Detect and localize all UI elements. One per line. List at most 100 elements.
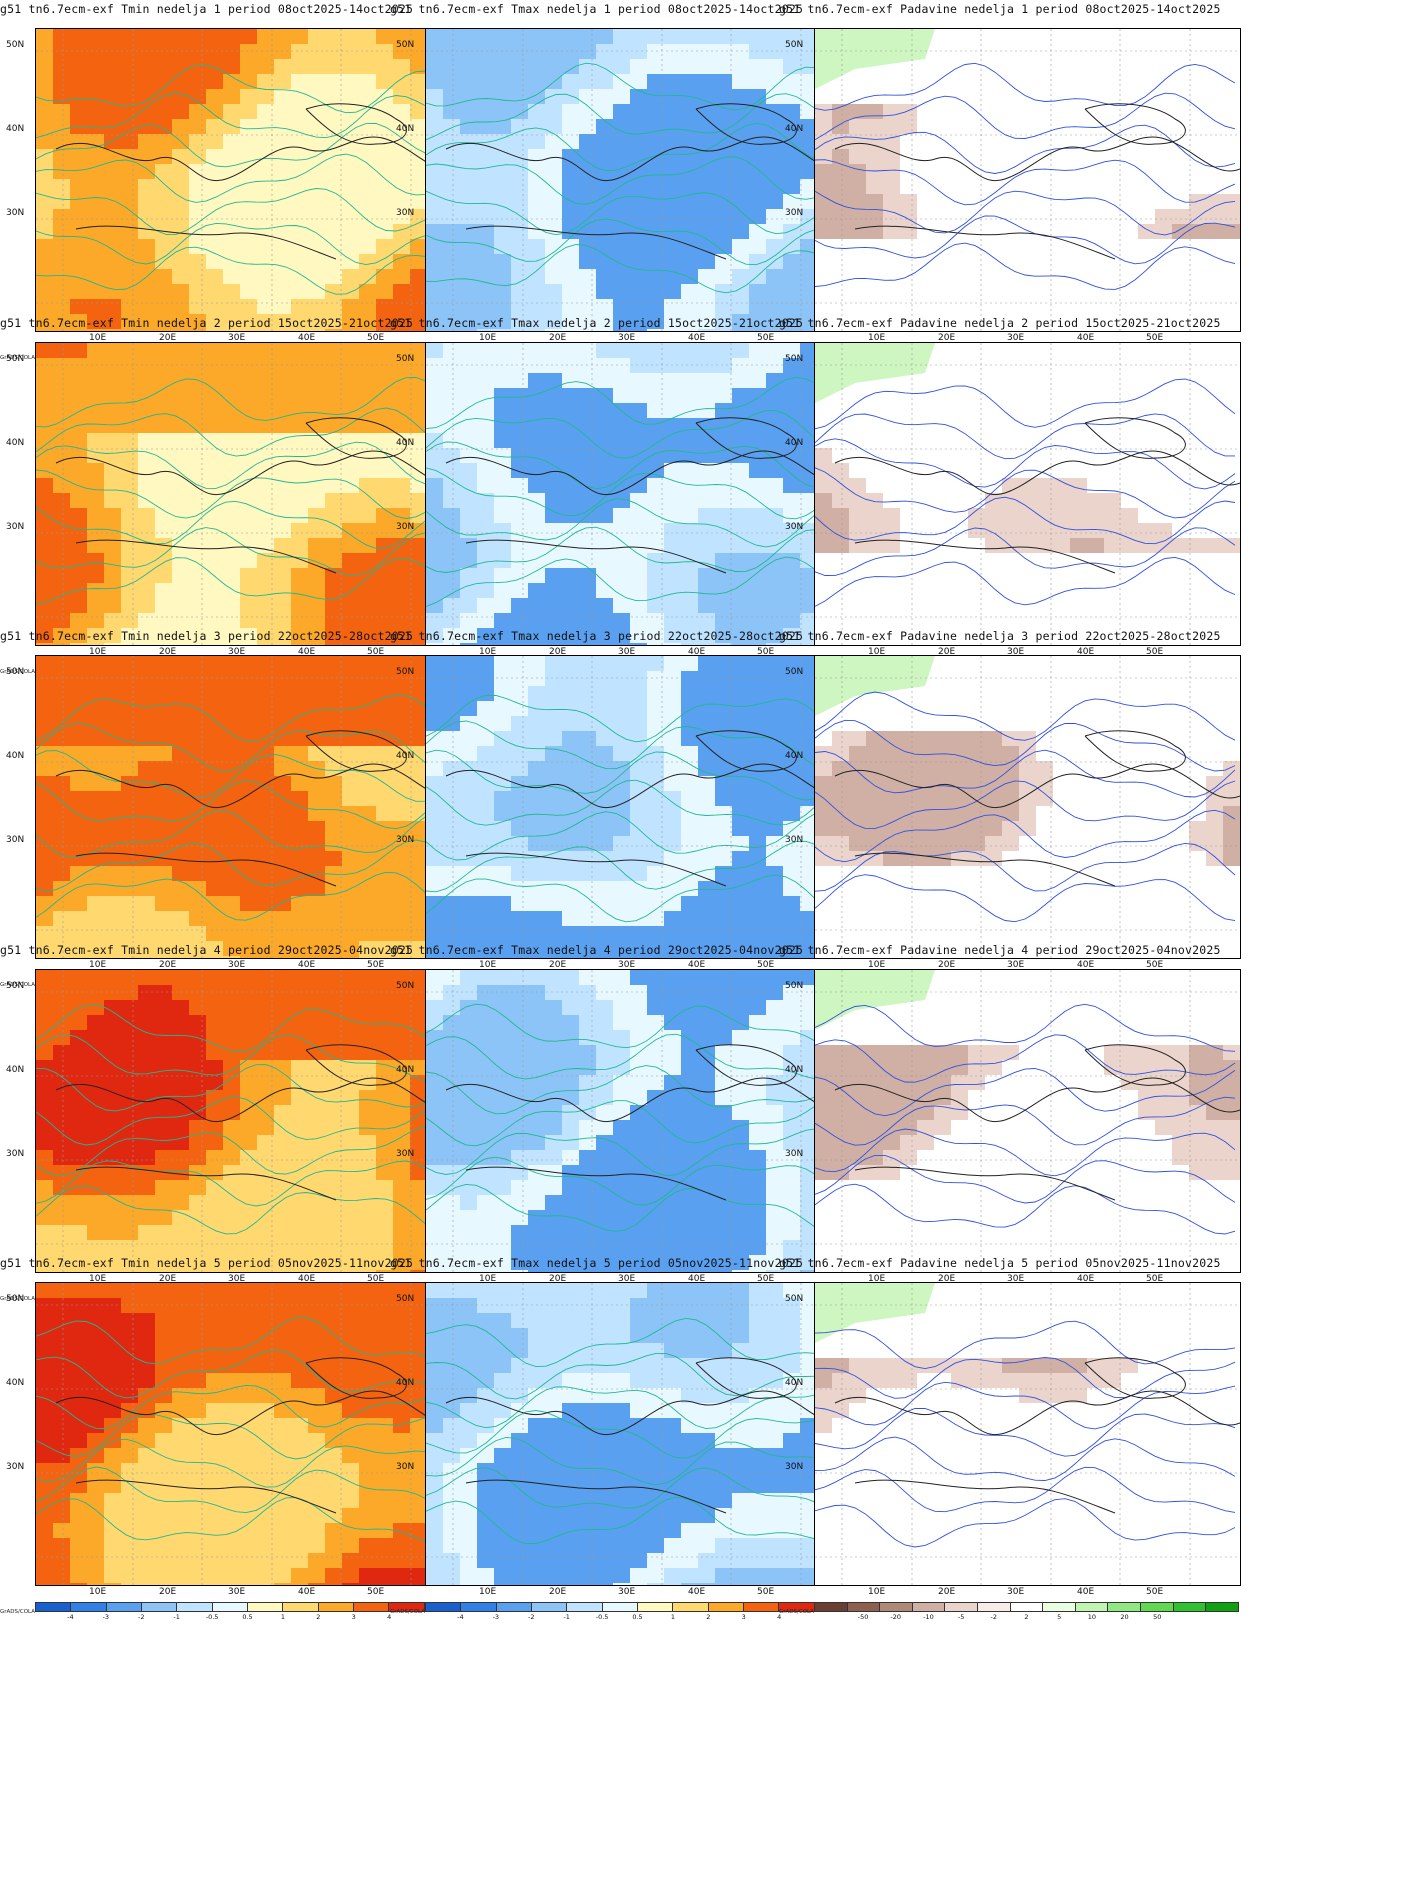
lon-label: 50E bbox=[1146, 647, 1164, 657]
colorbar-tick-label: 4 bbox=[777, 1613, 782, 1621]
lon-label: 20E bbox=[938, 1587, 956, 1597]
lat-label: 50N bbox=[785, 40, 804, 50]
lat-label: 50N bbox=[6, 354, 25, 364]
lat-label: 50N bbox=[6, 40, 25, 50]
lat-label: 40N bbox=[6, 1378, 25, 1388]
lon-label: 40E bbox=[1077, 333, 1095, 343]
lat-label: 30N bbox=[785, 208, 804, 218]
colorbar-tick-label: 1 bbox=[280, 1613, 285, 1621]
lat-label: 50N bbox=[6, 1294, 25, 1304]
colorbar-ticks: -4 -3 -2 -1 -0.5 0.5 1 2 3 4 bbox=[35, 1613, 460, 1623]
lon-label: 30E bbox=[1007, 960, 1025, 970]
colorbar-swatch bbox=[212, 1603, 248, 1611]
colorbar-tick-label: 3 bbox=[351, 1613, 356, 1621]
lon-label: 40E bbox=[298, 647, 316, 657]
lon-label: 50E bbox=[757, 960, 775, 970]
forecast-map bbox=[425, 28, 852, 332]
colorbar-tick-label: 2 bbox=[1024, 1613, 1029, 1621]
panel-title: g51 tn6.7ecm-exf Padavine nedelja 4 peri… bbox=[779, 943, 1221, 957]
lat-label: 30N bbox=[6, 522, 25, 532]
panel-title: g51 tn6.7ecm-exf Tmin nedelja 1 period 0… bbox=[0, 2, 414, 16]
lon-label: 10E bbox=[89, 333, 107, 343]
lon-label: 10E bbox=[89, 1274, 107, 1284]
colorbar-swatch bbox=[815, 1603, 848, 1611]
grads-credit: GrADS/COLA bbox=[0, 982, 35, 988]
lon-label: 10E bbox=[868, 1587, 886, 1597]
colorbar bbox=[35, 1602, 460, 1612]
forecast-map bbox=[814, 969, 1241, 1273]
colorbar-tick-label: -0.5 bbox=[205, 1613, 219, 1621]
lon-label: 50E bbox=[367, 960, 385, 970]
colorbar-tick-label: 10 bbox=[1087, 1613, 1097, 1621]
lon-label: 10E bbox=[868, 960, 886, 970]
lat-label: 50N bbox=[396, 40, 415, 50]
panel-title: g51 tn6.7ecm-exf Tmin nedelja 5 period 0… bbox=[0, 1256, 414, 1270]
colorbar-tick-label: -0.5 bbox=[595, 1613, 609, 1621]
colorbar-tick-label: 2 bbox=[706, 1613, 711, 1621]
colorbar-tick-label: 0.5 bbox=[632, 1613, 643, 1621]
lon-label: 50E bbox=[367, 333, 385, 343]
lon-label: 20E bbox=[549, 333, 567, 343]
panel-title: g51 tn6.7ecm-exf Tmin nedelja 2 period 1… bbox=[0, 316, 414, 330]
lon-label: 10E bbox=[868, 333, 886, 343]
panel-title: g51 tn6.7ecm-exf Tmax nedelja 5 period 0… bbox=[390, 1256, 804, 1270]
lon-label: 30E bbox=[618, 1587, 636, 1597]
colorbar-swatch bbox=[141, 1603, 178, 1611]
colorbar-swatch bbox=[978, 1603, 1011, 1611]
colorbar-tick-label: -5 bbox=[957, 1613, 965, 1621]
panel-title: g51 tn6.7ecm-exf Padavine nedelja 3 peri… bbox=[779, 629, 1221, 643]
lon-label: 40E bbox=[298, 1587, 316, 1597]
colorbar-tick-label: -1 bbox=[173, 1613, 180, 1621]
lon-label: 40E bbox=[1077, 1274, 1095, 1284]
lon-label: 20E bbox=[159, 1587, 177, 1597]
lon-label: 50E bbox=[1146, 1274, 1164, 1284]
grads-credit: GrADS/COLA bbox=[779, 1609, 814, 1615]
lon-label: 30E bbox=[1007, 333, 1025, 343]
lon-label: 10E bbox=[868, 647, 886, 657]
lat-label: 30N bbox=[396, 1149, 415, 1159]
lon-label: 50E bbox=[367, 1274, 385, 1284]
lon-label: 20E bbox=[938, 333, 956, 343]
colorbar-swatch bbox=[673, 1603, 709, 1611]
colorbar-tick-label: 3 bbox=[741, 1613, 746, 1621]
lat-label: 30N bbox=[6, 208, 25, 218]
colorbar-tick-label: 4 bbox=[387, 1613, 392, 1621]
colorbar-swatch bbox=[531, 1603, 568, 1611]
colorbar-tick-label: -4 bbox=[67, 1613, 74, 1621]
lon-label: 20E bbox=[549, 1274, 567, 1284]
lon-label: 40E bbox=[1077, 647, 1095, 657]
lon-label: 50E bbox=[757, 647, 775, 657]
colorbar-swatch bbox=[602, 1603, 638, 1611]
colorbar-swatch bbox=[426, 1603, 462, 1611]
lon-label: 40E bbox=[688, 647, 706, 657]
colorbar-swatch bbox=[708, 1603, 744, 1611]
lon-label: 20E bbox=[938, 647, 956, 657]
colorbar bbox=[814, 1602, 1239, 1612]
lon-label: 20E bbox=[159, 333, 177, 343]
colorbar-swatch bbox=[36, 1603, 72, 1611]
lon-label: 10E bbox=[479, 1274, 497, 1284]
lon-label: 10E bbox=[479, 647, 497, 657]
map-panel: g51 tn6.7ecm-exf Padavine nedelja 5 peri… bbox=[779, 1254, 1241, 1629]
grads-credit: GrADS/COLA bbox=[0, 669, 35, 675]
colorbar-swatch bbox=[177, 1603, 213, 1611]
grads-credit: GrADS/COLA bbox=[0, 355, 35, 361]
colorbar-swatch bbox=[1010, 1603, 1044, 1611]
colorbar-tick-label: -50 bbox=[857, 1613, 869, 1621]
grads-credit: GrADS/COLA bbox=[0, 1296, 35, 1302]
colorbar-tick-label: 1 bbox=[670, 1613, 675, 1621]
lat-label: 40N bbox=[785, 1378, 804, 1388]
lon-label: 30E bbox=[228, 960, 246, 970]
lon-label: 30E bbox=[1007, 1274, 1025, 1284]
lat-label: 30N bbox=[785, 1149, 804, 1159]
forecast-map bbox=[425, 342, 852, 646]
lon-label: 30E bbox=[1007, 647, 1025, 657]
lat-label: 30N bbox=[396, 1462, 415, 1472]
lon-label: 20E bbox=[549, 647, 567, 657]
colorbar-tick-label: 5 bbox=[1057, 1613, 1062, 1621]
lon-label: 10E bbox=[868, 1274, 886, 1284]
lat-label: 40N bbox=[785, 124, 804, 134]
panel-title: g51 tn6.7ecm-exf Tmax nedelja 2 period 1… bbox=[390, 316, 804, 330]
lon-label: 50E bbox=[757, 1274, 775, 1284]
lon-label: 40E bbox=[298, 333, 316, 343]
